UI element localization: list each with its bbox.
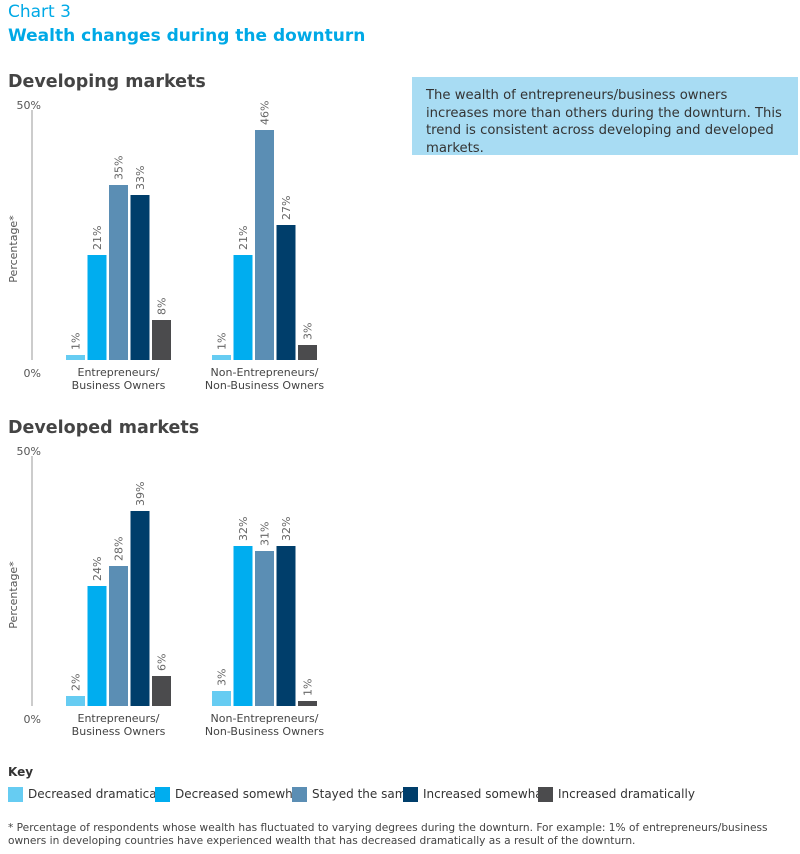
data-label: 3% xyxy=(302,323,315,340)
data-label: 35% xyxy=(113,156,126,180)
legend-label: Decreased somewhat xyxy=(175,787,305,801)
bar xyxy=(298,345,317,360)
y-tick-label: 0% xyxy=(24,713,41,726)
bar xyxy=(298,701,317,706)
bar xyxy=(212,355,231,360)
bar xyxy=(152,320,171,360)
category-label: Non-Business Owners xyxy=(205,379,324,392)
legend-swatch xyxy=(155,787,170,802)
legend-swatch xyxy=(403,787,418,802)
bar xyxy=(255,551,274,706)
data-label: 1% xyxy=(302,679,315,696)
data-label: 8% xyxy=(156,298,169,315)
data-label: 1% xyxy=(70,333,83,350)
category-label: Non-Entrepreneurs/ xyxy=(211,366,319,379)
y-axis-label: Percentage* xyxy=(7,561,20,629)
bar xyxy=(276,225,296,360)
y-tick-label: 50% xyxy=(17,100,41,112)
data-label: 32% xyxy=(237,517,250,541)
category-label: Business Owners xyxy=(72,725,166,738)
data-label: 2% xyxy=(70,674,83,691)
data-label: 33% xyxy=(134,166,147,190)
developed-markets-title: Developed markets xyxy=(8,418,200,438)
data-label: 32% xyxy=(280,517,293,541)
data-label: 1% xyxy=(216,333,229,350)
legend-swatch xyxy=(292,787,307,802)
chart-title: Wealth changes during the downturn xyxy=(8,26,366,46)
bar xyxy=(130,511,150,706)
y-axis-label: Percentage* xyxy=(7,215,20,283)
key-title: Key xyxy=(8,765,34,779)
category-label: Entrepreneurs/ xyxy=(78,712,160,725)
footnote: * Percentage of respondents whose wealth… xyxy=(8,822,768,847)
data-label: 24% xyxy=(91,557,104,581)
data-label: 27% xyxy=(280,196,293,220)
bar xyxy=(276,546,296,706)
legend-label: Stayed the same xyxy=(312,787,414,801)
bar xyxy=(233,255,253,360)
chart-number: Chart 3 xyxy=(8,2,71,22)
data-label: 46% xyxy=(259,101,272,125)
bar xyxy=(87,255,107,360)
category-label: Non-Entrepreneurs/ xyxy=(211,712,319,725)
bar xyxy=(66,355,85,360)
category-label: Business Owners xyxy=(72,379,166,392)
developed-markets-chart: 50% 0% Percentage* 2% 24% 28% 39% 6% Entrepreneu… xyxy=(7,446,324,738)
callout-box: The wealth of entrepreneurs/business own… xyxy=(412,77,798,156)
data-label: 3% xyxy=(216,669,229,686)
developing-markets-title: Developing markets xyxy=(8,72,206,92)
data-label: 6% xyxy=(156,654,169,671)
bar xyxy=(87,586,107,706)
bar xyxy=(109,185,128,360)
y-tick-label: 0% xyxy=(24,367,41,380)
legend-label: Increased somewhat xyxy=(423,787,548,801)
legend-label: Decreased dramatically xyxy=(28,787,171,801)
bar xyxy=(152,676,171,706)
data-label: 28% xyxy=(113,537,126,561)
bar xyxy=(233,546,253,706)
data-label: 21% xyxy=(91,226,104,250)
y-tick-label: 50% xyxy=(17,446,41,458)
legend-label: Increased dramatically xyxy=(558,787,695,801)
bar xyxy=(109,566,128,706)
bar xyxy=(66,696,85,706)
bar xyxy=(130,195,150,360)
data-label: 21% xyxy=(237,226,250,250)
category-label: Non-Business Owners xyxy=(205,725,324,738)
bar xyxy=(255,130,274,360)
legend-swatch xyxy=(8,787,23,802)
category-label: Entrepreneurs/ xyxy=(78,366,160,379)
bar xyxy=(212,691,231,706)
data-label: 31% xyxy=(259,522,272,546)
developing-markets-chart: 50% 0% Percentage* 1% 21% 35% 33% 8% Entrepreneu… xyxy=(7,100,324,392)
data-label: 39% xyxy=(134,482,147,506)
legend-swatch xyxy=(538,787,553,802)
